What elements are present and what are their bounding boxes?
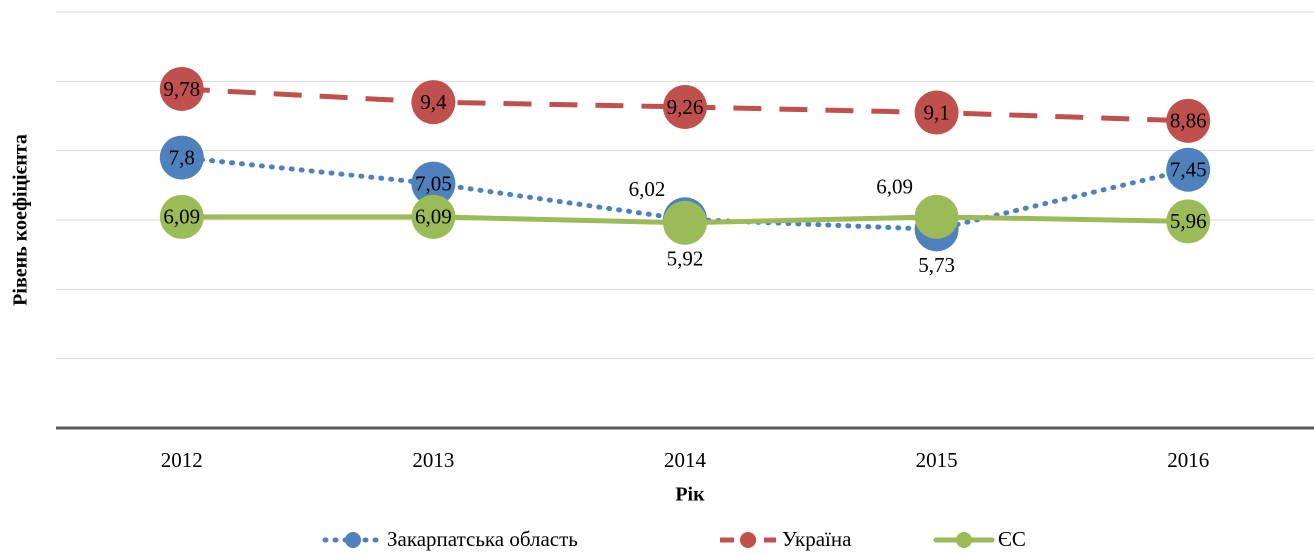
legend-marker	[956, 532, 972, 548]
data-label: 6,02	[629, 177, 666, 201]
data-label: 6,09	[876, 175, 913, 199]
marker	[663, 84, 707, 129]
series-line	[181, 86, 1189, 124]
series-line	[179, 155, 1191, 232]
marker	[914, 90, 959, 135]
x-tick-label: 2012	[161, 448, 203, 472]
data-label: 9,78	[163, 77, 200, 101]
x-axis-title: Рік	[675, 484, 705, 506]
data-label: 9,1	[923, 100, 949, 124]
x-tick-label: 2016	[1167, 448, 1209, 472]
data-label: 8,86	[1170, 109, 1207, 133]
marker	[159, 66, 204, 111]
marker	[411, 194, 456, 239]
data-label: 6,09	[415, 205, 452, 229]
data-label: 7,8	[169, 145, 195, 169]
legend-label: ЄС	[998, 527, 1026, 551]
x-tick-label: 2014	[664, 448, 707, 472]
legend-label: Закарпатська область	[387, 527, 578, 551]
data-label: 7,45	[1170, 158, 1207, 182]
marker	[1166, 147, 1211, 192]
data-label: 5,73	[918, 253, 955, 277]
marker	[159, 194, 204, 239]
x-tick-label: 2013	[412, 448, 454, 472]
data-label: 9,26	[667, 95, 704, 119]
marker	[1166, 98, 1211, 143]
legend-marker	[345, 532, 361, 548]
legend-label: Україна	[782, 527, 852, 551]
marker	[159, 135, 204, 180]
y-axis-title: Рівень коефіцієнта	[10, 134, 32, 306]
marker	[914, 194, 959, 239]
data-label: 7,05	[415, 171, 452, 195]
data-label: 9,4	[420, 90, 447, 114]
marker	[1166, 199, 1211, 244]
legend-marker	[740, 532, 756, 548]
marker	[411, 161, 456, 206]
marker	[663, 200, 707, 245]
data-label: 5,96	[1170, 209, 1207, 233]
data-label: 6,09	[163, 205, 200, 229]
x-tick-label: 2015	[916, 448, 958, 472]
marker	[411, 80, 456, 125]
data-label: 5,92	[667, 247, 704, 271]
